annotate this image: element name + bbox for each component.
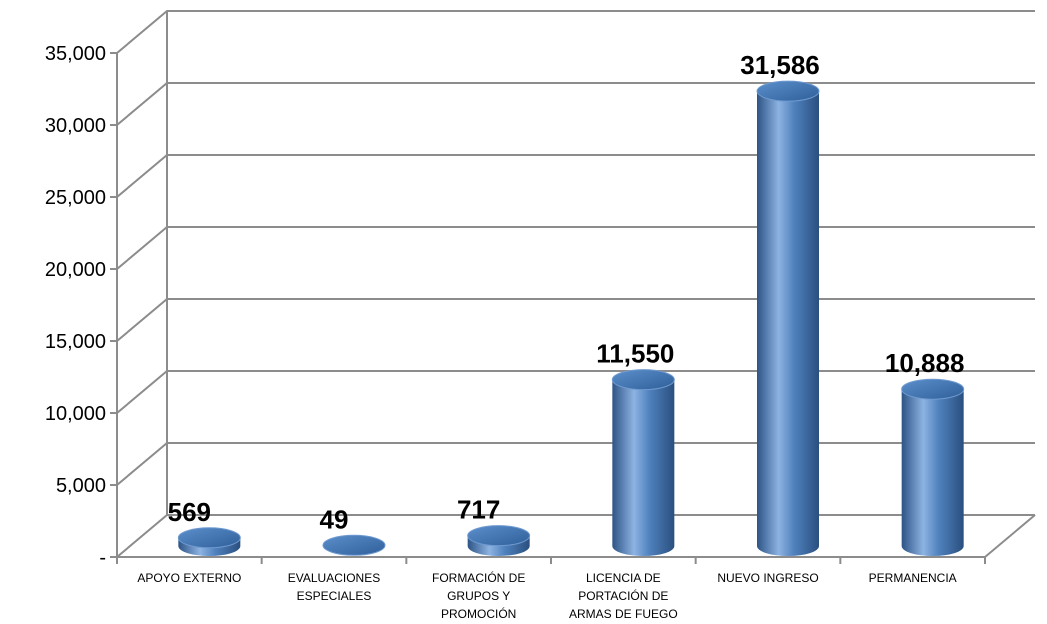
bar <box>467 525 531 556</box>
bar-top <box>611 369 675 391</box>
y-tick-label: 35,000 <box>45 43 106 65</box>
gridline <box>116 154 1035 198</box>
gridline <box>116 298 1035 342</box>
data-label: 11,550 <box>596 339 674 369</box>
bar-top <box>756 80 820 102</box>
gridline <box>116 442 1035 486</box>
bar <box>322 534 386 556</box>
bars <box>177 80 965 557</box>
data-label: 49 <box>320 504 349 534</box>
gridline <box>116 226 1035 270</box>
category-label: GRUPOS Y <box>447 589 510 603</box>
category-label: PERMANENCIA <box>869 571 957 585</box>
category-label: LICENCIA DE <box>586 571 661 585</box>
labels: - 5,000 10,000 15,000 20,000 25,000 30,000 35,0… <box>45 43 965 621</box>
bar-top <box>322 534 386 556</box>
bar <box>756 80 820 557</box>
category-label: APOYO EXTERNO <box>137 571 241 585</box>
bar-top <box>177 527 241 549</box>
bar <box>611 369 675 556</box>
y-tick-label: 5,000 <box>56 475 106 497</box>
category-label: PORTACIÓN DE <box>578 588 668 603</box>
floor-edge <box>117 514 1036 558</box>
gridline <box>116 514 1035 558</box>
y-tick-label: 10,000 <box>45 403 106 425</box>
gridlines <box>116 10 1035 558</box>
category-label: PROMOCIÓN <box>441 606 516 621</box>
bar-top <box>901 378 965 400</box>
bar <box>177 527 241 556</box>
data-label: 717 <box>457 495 500 525</box>
y-tick-label: 15,000 <box>45 331 106 353</box>
bar-body <box>612 379 675 556</box>
y-tick-label: 30,000 <box>45 115 106 137</box>
data-label: 569 <box>168 497 211 527</box>
bar-body <box>757 91 819 557</box>
data-label: 31,586 <box>740 50 820 80</box>
category-label: EVALUACIONES <box>288 571 380 585</box>
category-label: NUEVO INGRESO <box>717 571 818 585</box>
y-tick-label: 20,000 <box>45 259 106 281</box>
y-tick-label: - <box>99 547 106 569</box>
gridline <box>116 10 1035 54</box>
axes <box>110 11 1036 564</box>
bar-top <box>467 525 531 547</box>
bar <box>901 378 965 556</box>
data-label: 10,888 <box>885 348 965 378</box>
gridline <box>116 82 1035 126</box>
bar-body <box>901 389 964 556</box>
y-tick-label: 25,000 <box>45 187 106 209</box>
category-label: FORMACIÓN DE <box>432 570 525 585</box>
category-label: ARMAS DE FUEGO <box>569 607 678 621</box>
category-label: ESPECIALES <box>297 589 372 603</box>
